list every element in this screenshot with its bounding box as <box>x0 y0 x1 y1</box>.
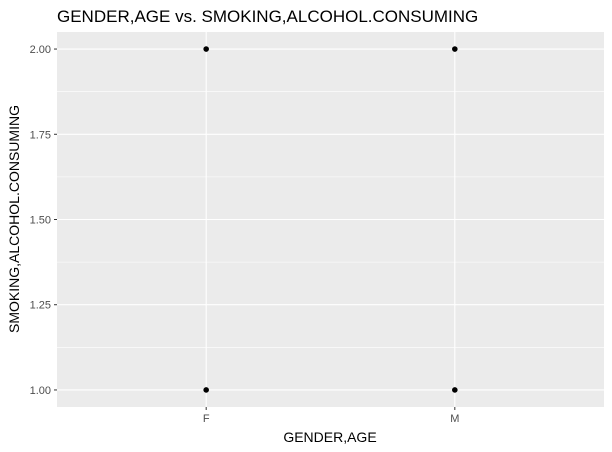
y-tick-label: 1.25 <box>30 300 51 312</box>
y-tick-label: 1.75 <box>30 129 51 141</box>
data-point <box>203 387 209 393</box>
data-point <box>452 46 458 52</box>
x-tick-label: M <box>450 413 459 425</box>
axis-ticks <box>54 48 456 410</box>
y-tick-label: 2.00 <box>30 44 51 56</box>
chart-title: GENDER,AGE vs. SMOKING,ALCOHOL.CONSUMING <box>57 7 478 26</box>
minor-gridlines <box>57 91 604 348</box>
y-axis-title: SMOKING,ALCOHOL.CONSUMING <box>6 105 22 333</box>
x-tick-label: F <box>203 413 210 425</box>
data-points <box>203 46 458 393</box>
x-axis-title: GENDER,AGE <box>283 429 376 445</box>
y-tick-labels: 1.00 1.25 1.50 1.75 2.00 <box>30 44 51 397</box>
major-gridlines <box>57 32 604 407</box>
y-tick-label: 1.00 <box>30 385 51 397</box>
data-point <box>452 387 458 393</box>
y-tick-label: 1.50 <box>30 215 51 227</box>
data-point <box>203 46 209 52</box>
